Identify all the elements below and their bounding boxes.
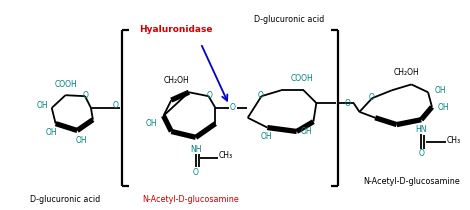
Text: O: O [193,168,199,177]
Text: OH: OH [46,128,57,137]
Text: D-glucuronic acid: D-glucuronic acid [254,15,324,24]
Text: COOH: COOH [55,80,78,89]
Text: NH: NH [190,145,202,154]
Text: HN: HN [415,125,427,134]
Text: OH: OH [146,119,157,128]
Text: CH₃: CH₃ [219,151,233,160]
Text: O: O [230,104,236,112]
Text: O: O [345,98,351,108]
Text: CH₂OH: CH₂OH [164,76,189,85]
Text: OH: OH [438,104,449,112]
Text: O: O [83,91,89,100]
Text: OH: OH [260,132,272,141]
Text: OH: OH [435,86,446,95]
Text: N-Acetyl-D-glucosamine: N-Acetyl-D-glucosamine [363,177,460,186]
Text: OH: OH [36,101,48,110]
Text: CH₃: CH₃ [446,136,461,145]
Text: OH: OH [75,136,87,145]
Text: D-glucuronic acid: D-glucuronic acid [31,195,101,203]
Text: O: O [207,91,212,100]
Text: O: O [418,150,424,159]
Text: CH₂OH: CH₂OH [394,68,419,77]
Text: COOH: COOH [290,74,313,83]
Text: O: O [258,91,263,100]
Text: O: O [368,93,374,102]
Text: OH: OH [301,127,313,136]
Text: Hyaluronidase: Hyaluronidase [140,25,213,34]
Text: N-Acetyl-D-glucosamine: N-Acetyl-D-glucosamine [142,195,239,203]
Text: O: O [112,101,118,110]
